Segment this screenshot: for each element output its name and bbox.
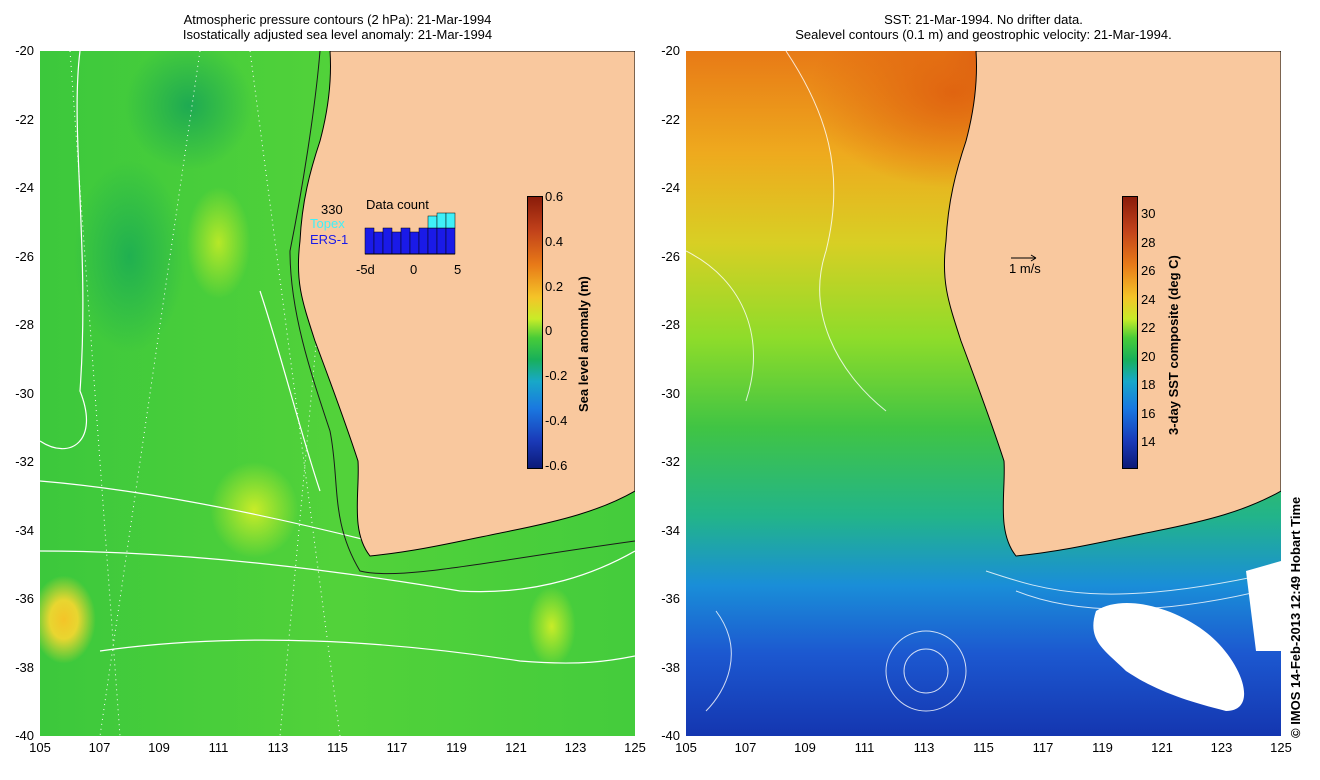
left-cbar-tick: 0.6 (545, 189, 564, 204)
data-count-xtick-right: 5 (454, 262, 462, 277)
ers1-label: ERS-1 (310, 232, 349, 247)
left-lat-tick: -34 (15, 522, 34, 538)
right-lon-tick: 107 (734, 740, 757, 755)
right-lat-tick: -30 (661, 385, 680, 401)
right-lat-tick: -20 (661, 43, 680, 58)
data-count-xtick-mid: 0 (410, 262, 418, 277)
left-title-line1: Atmospheric pressure contours (2 hPa): 2… (183, 12, 492, 27)
right-cbar-tick: 22 (1141, 320, 1156, 335)
right-lat-tick: -32 (661, 454, 680, 469)
right-cbar-tick: 30 (1141, 206, 1156, 221)
left-lat-tick: -28 (15, 317, 34, 332)
left-lat-tick: -26 (15, 248, 34, 264)
right-lat-tick: -36 (661, 591, 680, 606)
left-lat-tick: -40 (15, 728, 34, 743)
left-map-title: Atmospheric pressure contours (2 hPa): 2… (40, 12, 635, 42)
left-lon-tick: 119 (446, 740, 467, 755)
left-lon-tick: 113 (267, 740, 289, 755)
left-lat-tick: -32 (15, 454, 34, 469)
right-cbar-tick: 28 (1141, 235, 1156, 250)
right-map-overlay (686, 51, 1281, 712)
imos-credit: © IMOS 14-Feb-2013 12:49 Hobart Time (1288, 496, 1303, 738)
right-lon-tick: 113 (913, 740, 935, 755)
left-lat-tick: -36 (15, 591, 34, 606)
data-count-title: Data count (366, 197, 429, 212)
cloud-mask (1093, 561, 1281, 711)
right-cbar-tick: 24 (1141, 292, 1156, 307)
left-lon-tick: 123 (564, 740, 587, 755)
sst-colorbar (1122, 196, 1138, 469)
satellite-tracks (69, 51, 341, 736)
right-lon-tick: 115 (973, 740, 994, 755)
sea-level-anomaly-map (40, 51, 635, 736)
right-lat-tick: -28 (661, 317, 680, 332)
right-title-line2: Sealevel contours (0.1 m) and geostrophi… (795, 27, 1172, 42)
left-lon-tick: 121 (505, 740, 527, 755)
right-lat-tick: -40 (661, 728, 680, 743)
right-cbar-tick: 20 (1141, 349, 1156, 364)
right-lat-tick: -34 (661, 522, 680, 538)
data-count-histogram (364, 212, 456, 255)
topex-label: Topex (310, 216, 345, 231)
left-lat-tick: -30 (15, 385, 34, 401)
right-cbar-tick: 18 (1141, 377, 1156, 392)
left-cbar-tick: -0.4 (545, 413, 568, 428)
shelf-isobath (289, 51, 635, 575)
left-lon-tick: 105 (29, 740, 51, 755)
data-count-number: 330 (321, 202, 343, 217)
right-lon-tick: 121 (1151, 740, 1173, 755)
right-lon-tick: 109 (794, 740, 816, 755)
left-cbar-tick: 0.2 (545, 279, 564, 294)
right-cbar-tick: 14 (1141, 434, 1156, 449)
left-lon-tick: 115 (327, 740, 348, 755)
sst-map: 1 m/s (686, 51, 1281, 736)
right-lat-tick: -38 (661, 659, 680, 675)
left-lon-tick: 125 (624, 740, 646, 755)
left-lat-tick: -24 (15, 180, 34, 195)
data-count-xtick-left: -5d (356, 262, 375, 277)
right-cbar-tick: 26 (1141, 263, 1156, 278)
velocity-scale-arrow (1011, 254, 1037, 262)
right-lon-tick: 111 (854, 740, 875, 755)
left-lon-tick: 109 (148, 740, 170, 755)
left-lat-tick: -38 (15, 659, 34, 675)
left-map-overlay (40, 51, 635, 736)
right-lon-tick: 117 (1032, 740, 1054, 755)
right-map-title: SST: 21-Mar-1994. No drifter data. Seale… (686, 12, 1281, 42)
left-lat-tick: -20 (15, 43, 34, 58)
australia-landmass (943, 51, 1281, 557)
left-cbar-tick: 0.4 (545, 234, 564, 249)
left-lat-tick: -22 (15, 111, 34, 127)
australia-landmass (297, 51, 635, 557)
left-lon-tick: 111 (208, 740, 229, 755)
right-lon-tick: 119 (1092, 740, 1113, 755)
left-cbar-tick: 0 (545, 323, 553, 338)
sea-level-colorbar (527, 196, 543, 469)
sst-colorbar-label: 3-day SST composite (deg C) (1166, 255, 1181, 435)
right-lat-tick: -24 (661, 180, 680, 195)
left-cbar-tick: -0.6 (545, 458, 568, 473)
right-lon-tick: 105 (675, 740, 697, 755)
right-title-line1: SST: 21-Mar-1994. No drifter data. (884, 12, 1083, 27)
right-lat-tick: -26 (661, 248, 680, 264)
right-lat-tick: -22 (661, 111, 680, 127)
sea-level-colorbar-label: Sea level anomaly (m) (576, 276, 591, 412)
left-cbar-tick: -0.2 (545, 368, 568, 383)
right-cbar-tick: 16 (1141, 406, 1156, 421)
right-lon-tick: 123 (1210, 740, 1233, 755)
velocity-scale-label: 1 m/s (1009, 261, 1041, 276)
left-title-line2: Isostatically adjusted sea level anomaly… (182, 27, 493, 42)
right-lon-tick: 125 (1270, 740, 1292, 755)
left-lon-tick: 117 (386, 740, 408, 755)
left-lon-tick: 107 (88, 740, 111, 755)
